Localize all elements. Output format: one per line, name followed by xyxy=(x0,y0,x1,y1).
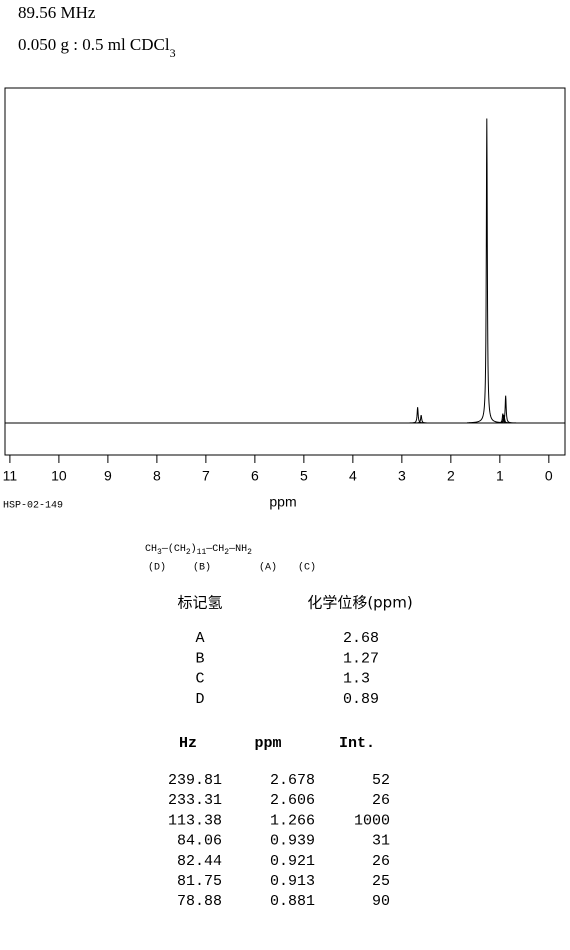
x-tick-label: 1 xyxy=(496,468,504,484)
x-axis-label: ppm xyxy=(269,494,296,510)
spectrum-code: HSP-02-149 xyxy=(3,501,63,512)
peak-cell: 2.606 xyxy=(270,792,315,809)
peak-header: Int. xyxy=(339,735,375,752)
peak-cell: 84.06 xyxy=(177,833,222,850)
peak-cell: 25 xyxy=(372,873,390,890)
peak-cell: 26 xyxy=(372,792,390,809)
x-tick-label: 6 xyxy=(251,468,259,484)
x-tick-label: 7 xyxy=(202,468,210,484)
formula-part: —NH xyxy=(228,544,247,555)
peak-cell: 239.81 xyxy=(168,772,222,789)
x-tick-label: 5 xyxy=(300,468,308,484)
x-tick-label: 8 xyxy=(153,468,161,484)
x-tick-label: 0 xyxy=(545,468,553,484)
peak-cell: 0.881 xyxy=(270,893,315,910)
sample-text: 0.050 g : 0.5 ml CDCl xyxy=(18,35,170,54)
assign-label: B xyxy=(195,650,204,667)
peak-header: Hz xyxy=(179,735,197,752)
peak xyxy=(401,414,441,424)
assign-shift: 1.3 xyxy=(343,671,370,688)
group-label: (B) xyxy=(193,562,211,574)
peak-cell: 52 xyxy=(372,772,390,789)
assign-header: 化学位移(ppm) xyxy=(307,594,412,612)
formula-subscript: 11 xyxy=(197,548,207,557)
peak-cell: 233.31 xyxy=(168,792,222,809)
assign-label: A xyxy=(195,630,204,647)
peak-cell: 1000 xyxy=(354,812,390,829)
formula-part: —(CH xyxy=(161,543,186,555)
assign-shift: 1.27 xyxy=(343,650,379,667)
x-tick-label: 9 xyxy=(104,468,112,484)
group-label: (D) xyxy=(148,562,166,574)
peak-cell: 113.38 xyxy=(168,812,222,829)
peak-cell: 0.921 xyxy=(270,853,315,870)
sample: 0.050 g : 0.5 ml CDCl3 xyxy=(18,35,176,60)
assign-label: D xyxy=(195,691,204,708)
group-label: (C) xyxy=(298,562,316,574)
peak-cell: 82.44 xyxy=(177,853,222,870)
formula-part: —CH xyxy=(205,544,224,555)
peak xyxy=(486,395,526,424)
peak-cell: 31 xyxy=(372,833,390,850)
peak-header: ppm xyxy=(254,735,281,752)
peak-cell: 2.678 xyxy=(270,772,315,789)
assign-shift: 2.68 xyxy=(343,630,379,647)
formula-subscript: 2 xyxy=(186,548,191,557)
assign-label: C xyxy=(195,671,204,688)
peak xyxy=(467,118,507,424)
formula-subscript: 2 xyxy=(247,548,252,557)
peak-cell: 26 xyxy=(372,853,390,870)
structure-formula: CH3—(CH2)11—CH2—NH2 xyxy=(145,543,252,557)
group-label: (A) xyxy=(259,562,277,574)
assign-shift: 0.89 xyxy=(343,691,379,708)
peak-cell: 0.913 xyxy=(270,873,315,890)
assign-header: 标记氢 xyxy=(177,594,222,612)
x-tick-label: 2 xyxy=(447,468,455,484)
plot-frame xyxy=(4,87,566,456)
peak xyxy=(398,407,438,424)
peak-cell: 90 xyxy=(372,893,390,910)
peak-cell: 0.939 xyxy=(270,833,315,850)
formula-subscript: 3 xyxy=(157,548,162,557)
x-tick-label: 3 xyxy=(398,468,406,484)
formula-part: ) xyxy=(191,543,197,555)
peak-cell: 81.75 xyxy=(177,873,222,890)
x-tick-label: 4 xyxy=(349,468,357,484)
x-tick-label: 11 xyxy=(3,468,18,484)
peak-cell: 1.266 xyxy=(270,812,315,829)
x-tick-label: 10 xyxy=(51,468,67,484)
formula-subscript: 2 xyxy=(224,548,229,557)
peak-cell: 78.88 xyxy=(177,893,222,910)
sample-subscript: 3 xyxy=(170,46,176,60)
frequency: 89.56 MHz xyxy=(18,3,96,22)
formula-part: CH xyxy=(145,544,157,555)
